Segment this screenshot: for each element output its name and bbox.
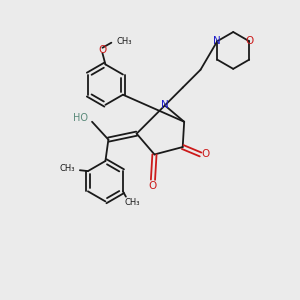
Text: O: O <box>98 45 106 55</box>
Text: O: O <box>245 36 253 46</box>
Text: HO: HO <box>73 113 88 123</box>
Text: O: O <box>149 181 157 191</box>
Text: CH₃: CH₃ <box>117 37 132 46</box>
Text: CH₃: CH₃ <box>124 198 140 207</box>
Text: N: N <box>161 100 169 110</box>
Text: CH₃: CH₃ <box>60 164 75 173</box>
Text: N: N <box>213 36 221 46</box>
Text: O: O <box>202 149 210 160</box>
